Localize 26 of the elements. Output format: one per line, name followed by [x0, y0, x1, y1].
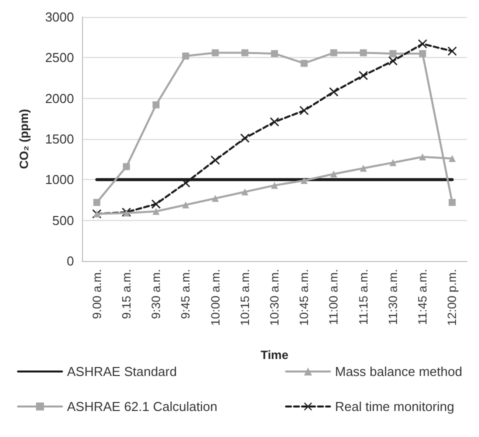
- y-tick-label: 0: [66, 254, 74, 268]
- x-tick-label: 10:15 a.m.: [238, 269, 252, 326]
- x-tick-label: 11:15 a.m.: [356, 269, 370, 325]
- x-tick-label: 10:45 a.m.: [297, 269, 312, 326]
- x-tick-label: 12:00 p.m.: [445, 269, 460, 326]
- legend-label: Real time monitoring: [335, 399, 454, 414]
- x-tick-label: 11:30 a.m.: [386, 269, 400, 325]
- x-tick-label: 11:45 a.m.: [416, 269, 430, 325]
- y-axis-title: CO₂ (ppm): [17, 109, 31, 169]
- y-tick-label: 2500: [45, 50, 74, 66]
- x-tick-label: 9:45 a.m.: [178, 269, 193, 320]
- y-tick-label: 2000: [45, 90, 74, 106]
- y-tick-label: 500: [52, 212, 74, 228]
- y-tick-label: 1500: [45, 132, 74, 146]
- x-axis-title: Time: [260, 348, 289, 362]
- x-tick-label: 9.00 a.m.: [90, 269, 104, 320]
- x-tick-label: 10:00 a.m.: [208, 269, 222, 326]
- y-tick-label: 3000: [45, 10, 74, 24]
- y-tick-label: 1000: [45, 172, 74, 188]
- legend-label: ASHRAE Standard: [67, 364, 177, 379]
- legend-label: ASHRAE 62.1 Calculation: [67, 399, 218, 414]
- x-tick-label: 11:00 a.m.: [326, 269, 341, 325]
- legend-label: Mass balance method: [335, 364, 462, 379]
- x-tick-label: 9.15 a.m.: [119, 269, 134, 320]
- x-tick-label: 10:30 a.m.: [268, 269, 282, 326]
- x-tick-label: 9:30 a.m.: [149, 269, 164, 320]
